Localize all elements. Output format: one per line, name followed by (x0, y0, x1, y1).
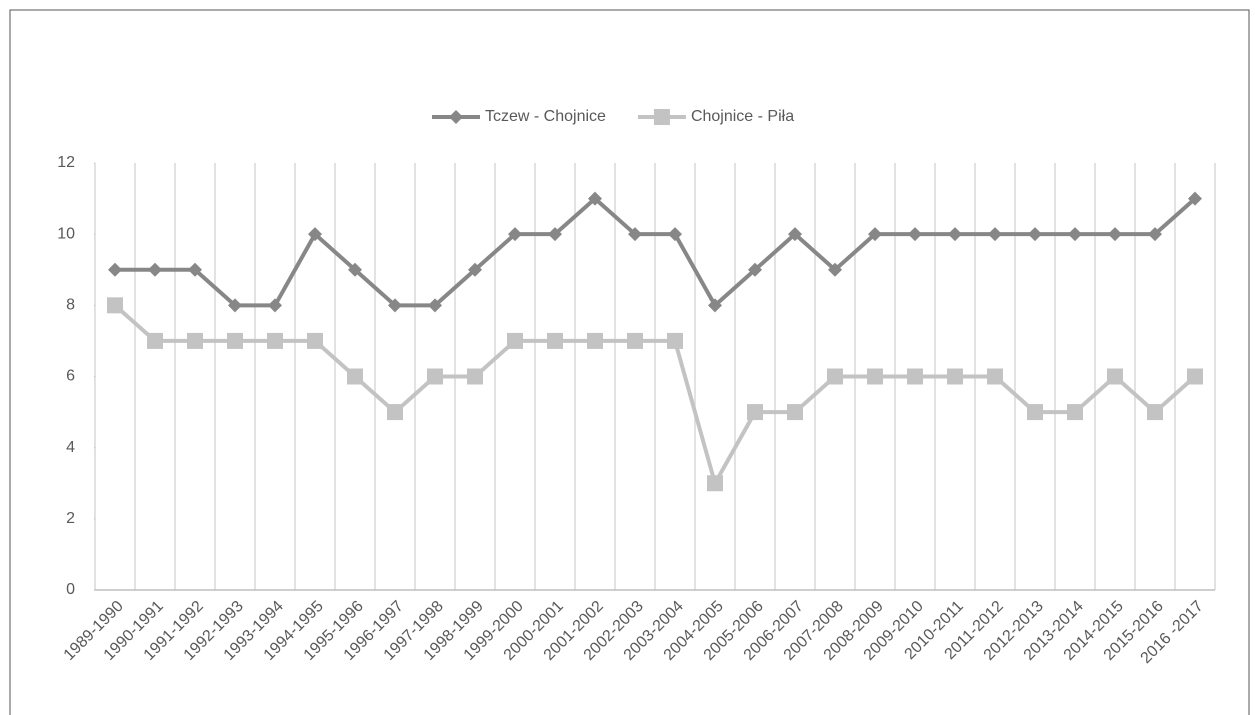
data-point (468, 262, 482, 277)
data-point (108, 262, 122, 277)
data-point (947, 368, 963, 385)
data-point (1188, 191, 1202, 206)
legend-label: Tczew - Chojnice (485, 108, 606, 125)
data-point (307, 332, 323, 349)
data-point (587, 332, 603, 349)
data-point (1147, 404, 1163, 421)
data-point (588, 191, 602, 206)
series-line (115, 196, 1197, 308)
data-point (827, 368, 843, 385)
data-point (1148, 227, 1162, 242)
data-point (548, 227, 562, 242)
data-point (987, 368, 1003, 385)
data-point (107, 297, 123, 314)
data-point (147, 332, 163, 349)
y-tick-label: 10 (57, 225, 75, 242)
data-point (428, 298, 442, 313)
y-tick-label: 6 (66, 368, 75, 385)
data-point (667, 332, 683, 349)
data-point (148, 262, 162, 277)
data-point (547, 332, 563, 349)
data-point (1108, 227, 1122, 242)
data-point (1028, 227, 1042, 242)
data-point (627, 332, 643, 349)
data-point (507, 332, 523, 349)
data-point (1027, 404, 1043, 421)
data-point (1107, 368, 1123, 385)
data-point (267, 332, 283, 349)
data-point (788, 227, 802, 242)
data-point (908, 227, 922, 242)
data-point (867, 368, 883, 385)
data-point (708, 298, 722, 313)
data-point (187, 332, 203, 349)
data-point (388, 298, 402, 313)
data-point (308, 227, 322, 242)
y-tick-label: 12 (57, 154, 75, 171)
data-point (268, 298, 282, 313)
data-point (467, 368, 483, 385)
data-point (188, 262, 202, 277)
data-point (348, 262, 362, 277)
data-point (668, 227, 682, 242)
data-point (387, 404, 403, 421)
legend-marker (449, 110, 463, 124)
data-point (707, 475, 723, 492)
y-tick-label: 8 (66, 297, 75, 314)
chart-frame (9, 9, 1250, 715)
data-point (907, 368, 923, 385)
data-point (228, 298, 242, 313)
series-line (113, 303, 1197, 486)
data-point (227, 332, 243, 349)
data-point (1187, 368, 1203, 385)
data-point (1068, 227, 1082, 242)
data-point (868, 227, 882, 242)
data-point (988, 227, 1002, 242)
data-point (787, 404, 803, 421)
data-point (628, 227, 642, 242)
y-tick-label: 2 (66, 510, 75, 527)
data-point (748, 262, 762, 277)
data-point (948, 227, 962, 242)
y-tick-label: 4 (66, 439, 75, 456)
data-point (347, 368, 363, 385)
data-point (1067, 404, 1083, 421)
data-point (828, 262, 842, 277)
legend-marker (653, 109, 670, 125)
y-tick-label: 0 (66, 581, 75, 598)
legend-label: Chojnice - Piła (691, 108, 794, 125)
data-point (508, 227, 522, 242)
data-point (747, 404, 763, 421)
data-point (427, 368, 443, 385)
